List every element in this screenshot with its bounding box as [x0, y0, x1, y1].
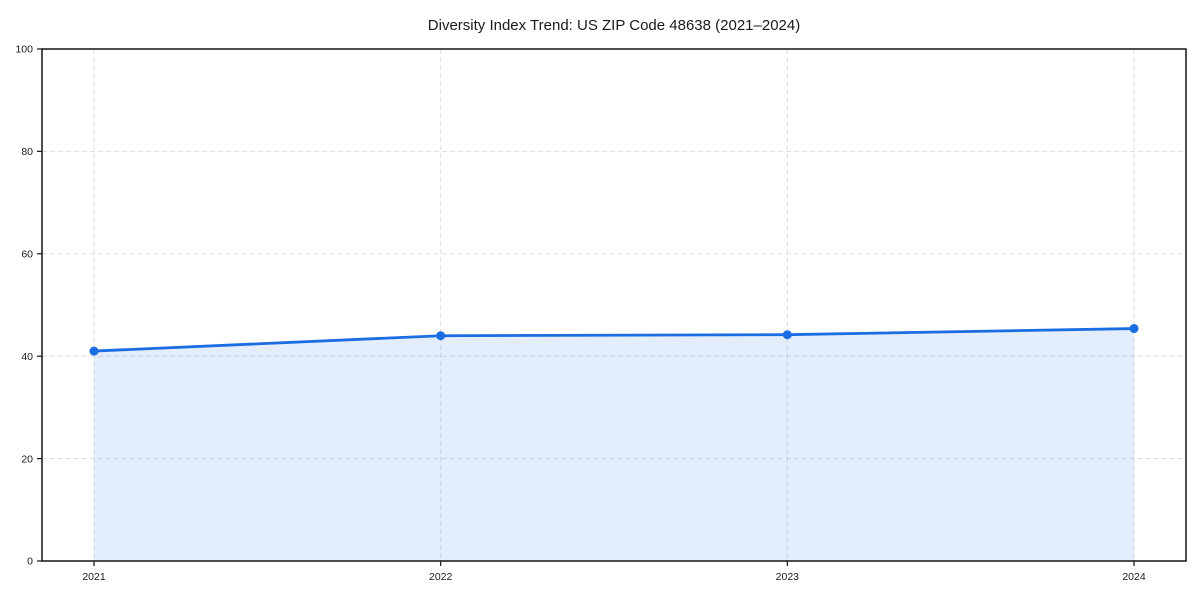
y-tick-label: 100	[15, 44, 33, 56]
plot-border	[41, 48, 1187, 562]
x-tick-label: 2022	[429, 571, 453, 583]
data-point-marker	[89, 346, 99, 356]
axis-ticks-layer	[37, 48, 1135, 566]
x-tick-label: 2023	[776, 571, 800, 583]
y-tick-label: 80	[21, 146, 33, 158]
trend-line-layer	[92, 327, 1136, 353]
area-fill-layer	[94, 328, 1134, 561]
gridlines-layer	[42, 48, 1186, 562]
data-point-marker	[436, 331, 446, 341]
y-tick-label: 0	[27, 556, 33, 568]
y-tick-label: 40	[21, 351, 33, 363]
trend-line	[92, 327, 1136, 353]
area-fill	[94, 328, 1134, 561]
x-tick-label: 2021	[82, 571, 106, 583]
y-tick-label: 60	[21, 249, 33, 261]
x-tick-label: 2024	[1122, 571, 1146, 583]
data-points-layer	[89, 324, 1139, 356]
axis-labels-layer: 0 20 40 60 80 100 2021 2022 2023 2024	[15, 44, 1145, 583]
data-point-marker	[782, 330, 792, 340]
data-point-marker	[1129, 324, 1139, 334]
chart-title: Diversity Index Trend: US ZIP Code 48638…	[428, 17, 800, 34]
y-tick-label: 20	[21, 453, 33, 465]
